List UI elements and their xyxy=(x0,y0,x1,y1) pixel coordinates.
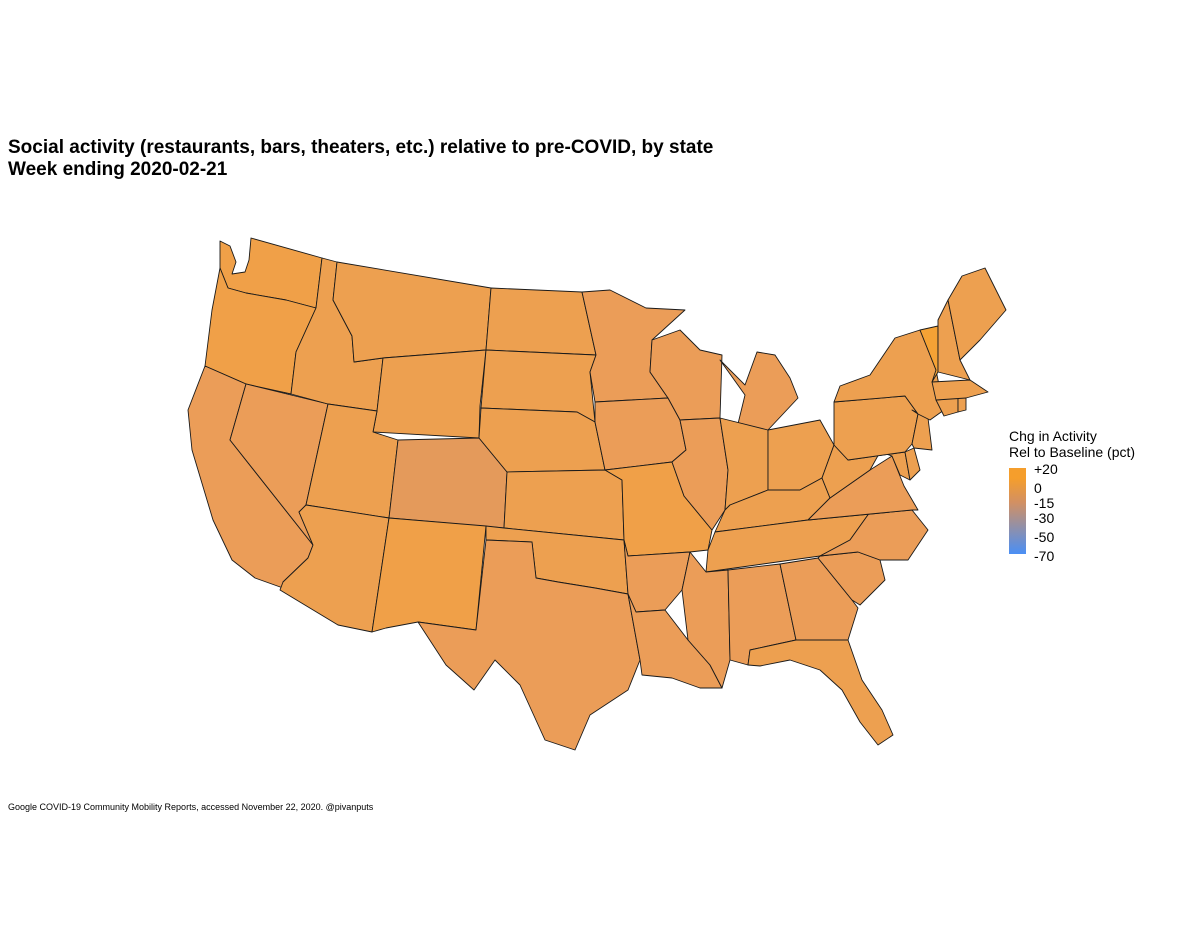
legend-label-minus50: -50 xyxy=(1034,529,1055,545)
state-texas xyxy=(417,539,641,751)
state-vermont xyxy=(919,325,939,383)
state-louisiana xyxy=(627,593,723,689)
state-wisconsin xyxy=(649,329,723,421)
state-massachusetts xyxy=(931,379,989,401)
legend-body: +20 0 -15 -30 -50 -70 xyxy=(1009,461,1135,564)
legend-title-line-1: Chg in Activity xyxy=(1009,428,1097,444)
states-group xyxy=(187,237,1007,751)
state-michigan xyxy=(719,351,799,433)
legend-label-minus15: -15 xyxy=(1034,495,1055,511)
state-iowa xyxy=(594,397,687,471)
state-wyoming xyxy=(372,349,487,439)
source-caption: Google COVID-19 Community Mobility Repor… xyxy=(8,802,374,812)
legend-color-bar xyxy=(1009,468,1026,554)
title-line-1: Social activity (restaurants, bars, thea… xyxy=(8,137,714,158)
state-florida xyxy=(747,639,894,746)
state-rhode-island xyxy=(957,397,967,413)
legend-label-minus30: -30 xyxy=(1034,510,1055,526)
legend-title-line-2: Rel to Baseline (pct) xyxy=(1009,444,1136,460)
state-maine xyxy=(947,267,1007,361)
state-colorado xyxy=(388,437,508,529)
map-title: Social activity (restaurants, bars, thea… xyxy=(8,137,713,181)
state-virginia xyxy=(807,455,919,521)
state-pennsylvania xyxy=(833,395,919,461)
legend: Chg in Activity Rel to Baseline (pct) +2… xyxy=(1009,428,1136,564)
legend-label-0: 0 xyxy=(1034,480,1042,496)
legend-label-plus20: +20 xyxy=(1034,461,1058,477)
state-delaware xyxy=(904,447,921,481)
state-new-mexico xyxy=(371,517,487,633)
title-line-2: Week ending 2020-02-21 xyxy=(8,159,228,180)
state-north-carolina xyxy=(807,509,929,561)
state-new-hampshire xyxy=(937,299,971,381)
state-north-dakota xyxy=(485,287,597,356)
legend-label-minus70: -70 xyxy=(1034,548,1055,564)
state-montana xyxy=(332,261,492,363)
